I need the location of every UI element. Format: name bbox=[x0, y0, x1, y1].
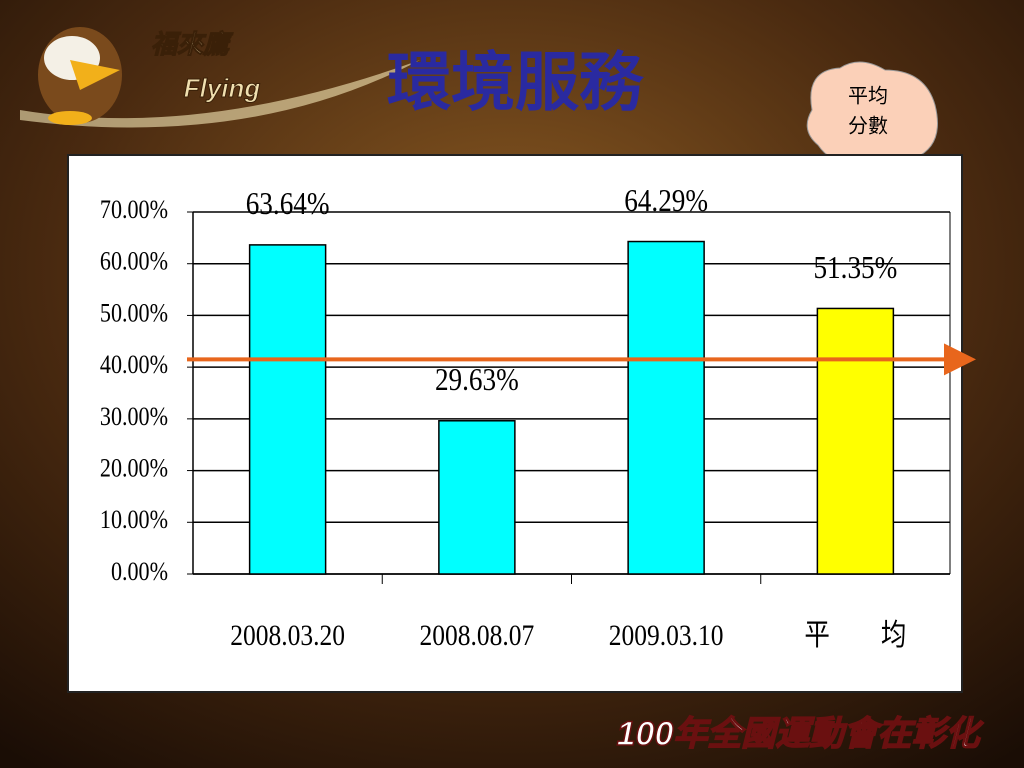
x-tick-label: 2009.03.10 bbox=[609, 619, 724, 652]
value-label: 51.35% bbox=[813, 251, 897, 285]
slide-title: 環境服務 bbox=[387, 48, 644, 119]
footer: 100年全國運動會在彰化 bbox=[617, 715, 985, 753]
bar bbox=[248, 244, 327, 575]
mascot bbox=[38, 27, 122, 125]
y-tick-label: 40.00% bbox=[100, 352, 168, 380]
bar bbox=[438, 420, 516, 575]
x-tick-label: 2008.08.07 bbox=[420, 619, 535, 652]
callout-text: 分數 bbox=[848, 114, 888, 137]
y-tick-label: 30.00% bbox=[100, 403, 168, 431]
value-label: 63.64% bbox=[246, 187, 330, 221]
y-tick-label: 60.00% bbox=[100, 248, 168, 276]
x-tick-label: 平 均 bbox=[804, 619, 906, 652]
callout-text: 平均 bbox=[848, 84, 888, 107]
value-label: 29.63% bbox=[435, 363, 519, 397]
y-tick-label: 20.00% bbox=[100, 455, 168, 483]
y-tick-label: 0.00% bbox=[111, 558, 168, 586]
x-tick-label: 2008.03.20 bbox=[230, 619, 345, 652]
logo-name: 福來鷹 bbox=[151, 29, 234, 59]
y-tick-label: 50.00% bbox=[100, 300, 168, 328]
bar bbox=[627, 240, 705, 575]
bar bbox=[816, 307, 895, 575]
plot: 0.00% 10.00% 20.00% 30.00% 40.00% 50.00% 60.00… bbox=[100, 184, 976, 652]
logo-subtitle: Flying bbox=[184, 73, 261, 103]
y-tick-label: 70.00% bbox=[100, 196, 168, 224]
y-tick-label: 10.00% bbox=[100, 507, 168, 535]
value-label: 64.29% bbox=[624, 184, 708, 218]
